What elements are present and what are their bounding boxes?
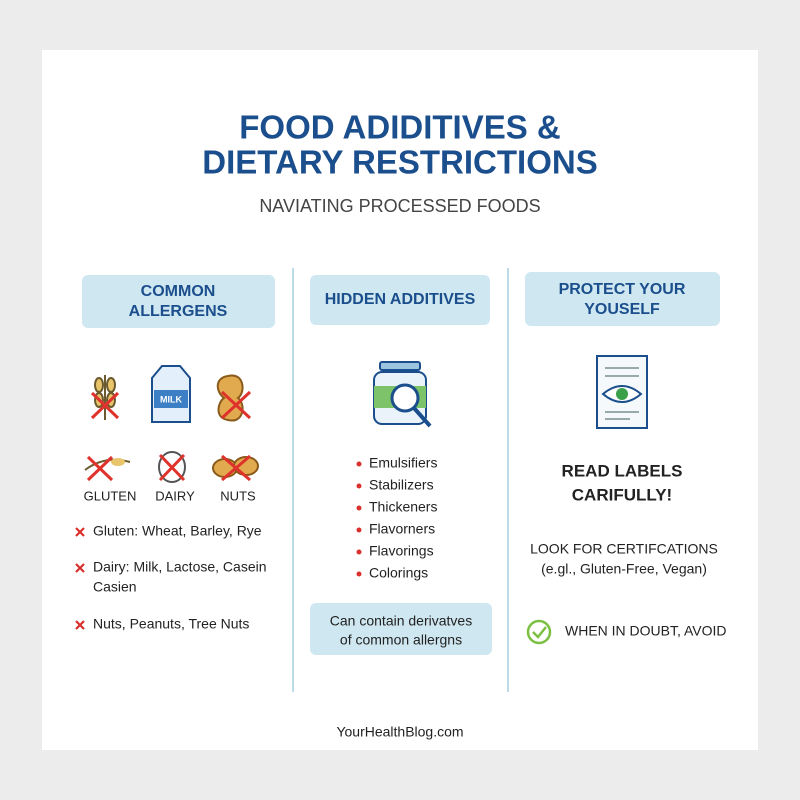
tip: WHEN IN DOUBT, AVOID <box>565 623 727 639</box>
additive-item: Stabilizers <box>369 477 434 493</box>
certification-tip: LOOK FOR CERTIFCATIONS <box>530 541 718 557</box>
jar-icon-part <box>412 406 432 428</box>
allergen-item: Casien <box>93 579 137 595</box>
dairy-icon <box>158 451 186 483</box>
title: FOOD ADIDITIVES & <box>239 109 560 146</box>
icon-label: DAIRY <box>155 488 195 503</box>
check-icon-part <box>532 626 547 639</box>
additive-list: Emulsifiers Stabilizers Thickeners Flavorne… <box>356 455 437 581</box>
carton-label: MILK <box>160 394 182 404</box>
icon-label: NUTS <box>220 488 256 503</box>
milk-icon: MILK <box>151 365 191 423</box>
additive-item: Flavorings <box>369 543 434 559</box>
wheat-icon-part <box>106 377 116 393</box>
bullet <box>356 527 362 533</box>
check-icon <box>526 619 552 645</box>
title: DIETARY RESTRICTIONS <box>202 144 597 181</box>
peanut-icon-part <box>220 390 252 420</box>
bullet <box>356 461 362 467</box>
callout: READ LABELS <box>562 461 683 480</box>
bullet <box>356 505 362 511</box>
column-heading: COMMON <box>141 283 216 300</box>
icon-label: GLUTEN <box>84 488 137 503</box>
peanut-icon <box>216 374 252 422</box>
note-box <box>310 603 492 655</box>
milk-icon-part <box>154 390 188 408</box>
nuts-icon <box>212 454 259 482</box>
label-icon-part <box>616 388 628 400</box>
cross-bullet <box>75 527 85 630</box>
additive-item: Flavorners <box>369 521 435 537</box>
heading-pill <box>525 272 720 326</box>
check-icon-part <box>526 619 552 645</box>
jar-icon-part <box>379 361 421 371</box>
column-heading: ALLERGENS <box>129 303 228 320</box>
gluten-icon <box>84 455 131 482</box>
allergen-item: Gluten: Wheat, Barley, Rye <box>93 523 262 539</box>
additive-item: Thickeners <box>369 499 437 515</box>
note: of common allergns <box>340 632 462 648</box>
wheat-icon-part <box>90 391 120 420</box>
cross-bullet-part <box>75 527 85 537</box>
heading-pill <box>310 275 490 325</box>
additive-item: Emulsifiers <box>369 455 437 471</box>
jar-icon-part <box>390 383 420 413</box>
wheat-icon <box>90 375 120 420</box>
wheat-icon-part <box>94 377 104 393</box>
column-heading: PROTECT YOUR <box>559 281 686 298</box>
label-icon-part <box>605 367 639 420</box>
callout: CARIFULLY! <box>572 485 672 504</box>
note: Can contain derivatves <box>330 613 472 629</box>
subtitle: NAVIATING PROCESSED FOODS <box>259 196 540 216</box>
jar-icon <box>373 361 432 428</box>
column-heading: YOUSELF <box>584 301 660 318</box>
footer: YourHealthBlog.com <box>336 724 463 740</box>
cross-bullet-part <box>75 620 85 630</box>
gluten-icon-part <box>86 455 114 482</box>
divider <box>292 268 509 692</box>
gluten-icon-part <box>111 458 125 466</box>
heading-pill <box>82 275 275 328</box>
dairy-icon-part <box>158 451 186 483</box>
label-icon <box>596 355 648 429</box>
column-heading: HIDDEN ADDITIVES <box>325 291 476 308</box>
bullet <box>356 549 362 555</box>
cross-bullet-part <box>75 563 85 573</box>
bullet <box>356 483 362 489</box>
dairy-icon-part <box>158 453 186 482</box>
additive-item: Colorings <box>369 565 428 581</box>
certification-tip: (e.gl., Gluten-Free, Vegan) <box>541 561 707 577</box>
bullet <box>356 571 362 577</box>
allergen-item: Dairy: Milk, Lactose, Casein <box>93 559 267 575</box>
nuts-icon-part <box>221 454 251 482</box>
allergen-item: Nuts, Peanuts, Tree Nuts <box>93 616 249 632</box>
